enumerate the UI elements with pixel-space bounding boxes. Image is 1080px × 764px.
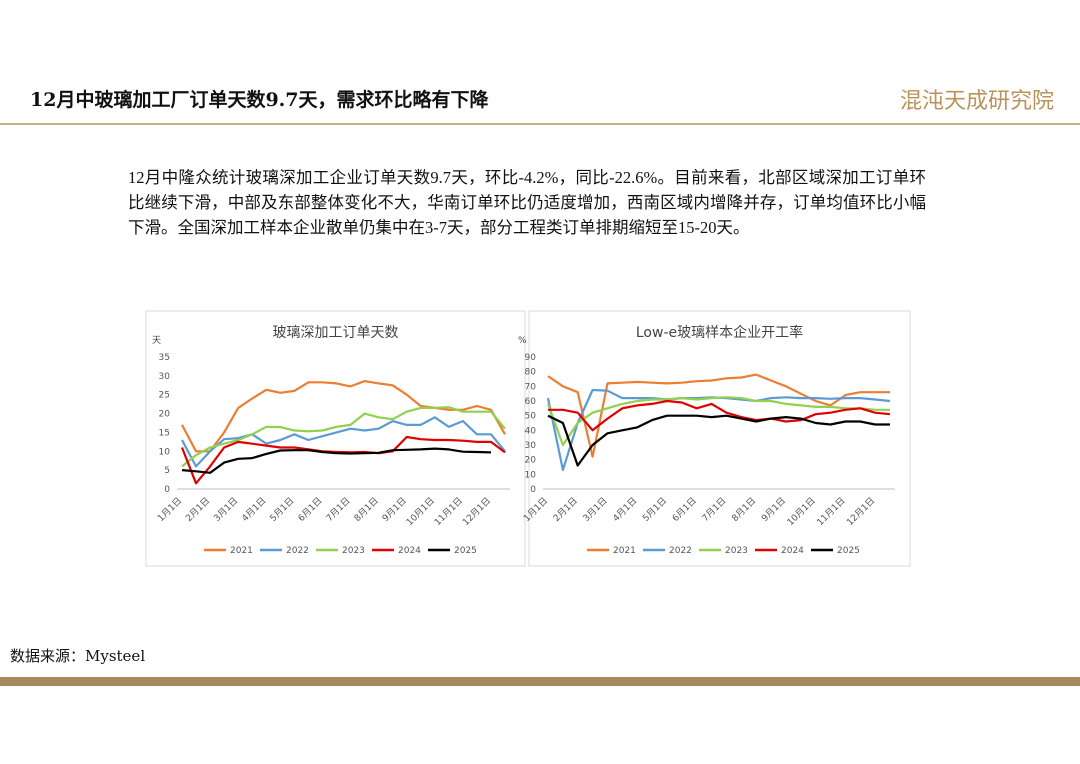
x-tick-label: 12月1日 — [845, 495, 878, 528]
y-tick-label: 10 — [159, 447, 171, 457]
series-line — [180, 435, 506, 485]
y-axis-unit: 天 — [152, 336, 161, 346]
x-tick-label: 3月1日 — [212, 495, 241, 524]
x-tick-label: 9月1日 — [759, 495, 788, 524]
chart-frame — [145, 310, 526, 567]
series-line — [547, 373, 890, 458]
x-tick-label: 7月1日 — [324, 495, 353, 524]
x-tick-label: 4月1日 — [240, 495, 269, 524]
legend-label: 2023 — [342, 546, 365, 556]
legend-label: 2023 — [725, 546, 748, 556]
x-tick-label: 5月1日 — [268, 495, 297, 524]
y-tick-label: 30 — [159, 372, 171, 382]
x-tick-label: 10月1日 — [404, 495, 437, 528]
x-tick-label: 1月1日 — [522, 495, 551, 524]
series-line — [547, 414, 890, 467]
y-tick-label: 20 — [525, 456, 537, 466]
chart-title: Low-e玻璃样本企业开工率 — [636, 324, 803, 341]
x-tick-label: 8月1日 — [730, 495, 759, 524]
x-tick-label: 2月1日 — [551, 495, 580, 524]
legend-label: 2024 — [398, 546, 421, 556]
series-line — [181, 447, 492, 474]
chart-frame — [528, 310, 911, 567]
y-tick-label: 60 — [525, 397, 537, 407]
y-tick-label: 30 — [525, 441, 537, 451]
y-tick-label: 15 — [159, 428, 170, 438]
footer-bar — [0, 677, 1080, 686]
x-tick-label: 2月1日 — [184, 495, 213, 524]
x-tick-label: 3月1日 — [581, 495, 610, 524]
y-tick-label: 70 — [525, 382, 537, 392]
x-tick-label: 7月1日 — [700, 495, 729, 524]
x-tick-label: 5月1日 — [640, 495, 669, 524]
x-tick-label: 1月1日 — [156, 495, 185, 524]
x-tick-label: 10月1日 — [785, 495, 818, 528]
x-tick-label: 6月1日 — [296, 495, 325, 524]
y-tick-label: 10 — [525, 470, 537, 480]
series-line — [546, 396, 890, 447]
legend-label: 2024 — [781, 546, 804, 556]
y-axis-unit: % — [518, 336, 527, 346]
y-tick-label: 35 — [159, 353, 170, 363]
x-tick-label: 9月1日 — [380, 495, 409, 524]
legend-label: 2021 — [613, 546, 636, 556]
series-line — [181, 380, 506, 453]
series-line — [546, 388, 891, 471]
legend-label: 2025 — [837, 546, 860, 556]
y-tick-label: 50 — [525, 412, 537, 422]
y-tick-label: 5 — [164, 466, 170, 476]
source: 数据来源：Mysteel — [10, 647, 145, 665]
x-tick-label: 11月1日 — [815, 495, 848, 528]
legend-label: 2022 — [669, 546, 692, 556]
x-tick-label: 4月1日 — [611, 495, 640, 524]
x-tick-label: 11月1日 — [432, 495, 465, 528]
y-tick-label: 40 — [525, 426, 537, 436]
legend-label: 2022 — [286, 546, 309, 556]
legend-label: 2021 — [230, 546, 253, 556]
chart-title: 玻璃深加工订单天数 — [273, 324, 399, 341]
y-tick-label: 25 — [159, 391, 170, 401]
series-line — [181, 416, 506, 468]
series-line — [548, 399, 891, 432]
body-text: 12月中隆众统计玻璃深加工企业订单天数9.7天，环比-4.2%，同比-22.6%… — [128, 168, 926, 237]
y-tick-label: 20 — [159, 410, 171, 420]
y-tick-label: 0 — [530, 485, 536, 495]
y-tick-label: 0 — [164, 485, 170, 495]
series-line — [181, 406, 506, 468]
x-tick-label: 12月1日 — [460, 495, 493, 528]
x-tick-label: 8月1日 — [352, 495, 381, 524]
legend-label: 2025 — [454, 546, 477, 556]
x-tick-label: 6月1日 — [670, 495, 699, 524]
logo: 混沌天成研究院 — [900, 89, 1054, 114]
slide-title: 12月中玻璃加工厂订单天数9.7天，需求环比略有下降 — [30, 88, 489, 111]
y-tick-label: 90 — [525, 353, 537, 363]
y-tick-label: 80 — [525, 368, 537, 378]
